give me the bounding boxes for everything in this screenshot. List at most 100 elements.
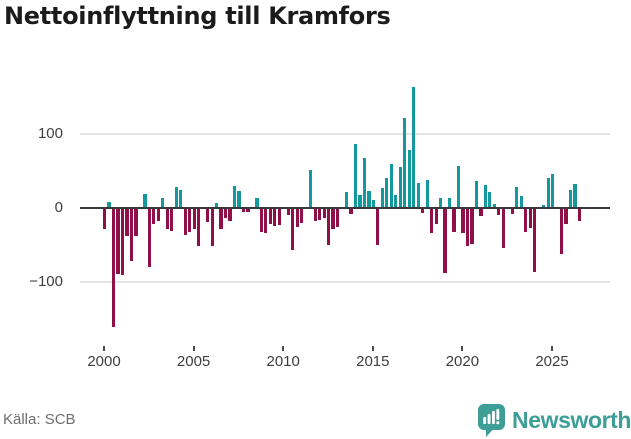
x-tick-label: 2020 — [445, 353, 480, 370]
bar — [125, 208, 129, 237]
bar — [120, 208, 125, 275]
y-gridline — [80, 133, 610, 135]
bar — [300, 208, 304, 223]
chart-title: Nettoinflyttning till Kramfors — [4, 2, 391, 30]
bar — [380, 188, 384, 208]
bar — [559, 208, 564, 254]
bar — [183, 208, 187, 236]
bar — [309, 170, 313, 208]
bar — [143, 193, 147, 208]
bar — [546, 178, 550, 208]
bar — [111, 208, 116, 328]
bar — [327, 208, 331, 245]
bar — [456, 165, 461, 208]
bar — [147, 208, 151, 268]
bar — [335, 208, 340, 227]
bar — [353, 144, 358, 208]
bar — [228, 208, 232, 221]
bar — [577, 208, 582, 221]
bar — [156, 208, 160, 221]
bar — [479, 208, 483, 217]
x-tick-mark — [461, 346, 464, 351]
bar — [246, 208, 250, 212]
bar — [533, 208, 537, 272]
bar — [264, 208, 268, 234]
bar — [421, 208, 425, 214]
bar — [291, 208, 295, 251]
bar — [331, 208, 335, 229]
bar — [188, 208, 192, 232]
bar — [286, 208, 290, 216]
bar — [434, 208, 438, 225]
bar — [524, 208, 528, 232]
newsworthy-logo-icon — [478, 404, 505, 437]
bar — [416, 182, 420, 208]
bar — [103, 208, 107, 229]
x-tick-label: 2000 — [87, 353, 121, 370]
bar — [510, 208, 514, 214]
bar — [447, 198, 452, 208]
bar — [394, 194, 398, 208]
bar — [452, 208, 456, 232]
bar — [219, 208, 223, 229]
bar — [223, 208, 228, 218]
newsworthy-wordmark: Newsworthy — [512, 407, 631, 433]
bar — [389, 164, 393, 208]
bar — [465, 208, 470, 247]
zero-axis-line — [80, 207, 610, 209]
bar — [322, 208, 326, 218]
bar — [443, 208, 447, 274]
bar — [371, 199, 375, 208]
bar — [174, 186, 178, 208]
chart-area: 100 0 −100 2000 2005 2010 2015 2020 2025 — [29, 87, 610, 370]
y-tick-label: 100 — [37, 125, 63, 142]
bar — [268, 208, 272, 225]
bar — [403, 117, 407, 208]
bar — [344, 192, 349, 208]
bar — [497, 208, 501, 215]
bar — [129, 208, 134, 262]
bar — [376, 208, 380, 245]
bar — [425, 179, 429, 208]
bar — [313, 208, 317, 222]
bar — [215, 202, 219, 208]
bar — [192, 208, 196, 230]
bar — [152, 208, 156, 225]
bar — [255, 197, 259, 208]
bar — [116, 208, 120, 274]
bar — [237, 190, 241, 208]
bar — [197, 208, 201, 247]
bar — [165, 208, 169, 230]
bar — [488, 192, 492, 208]
bar — [470, 208, 474, 244]
y-gridline — [80, 281, 610, 283]
bar — [362, 157, 367, 208]
bar — [519, 196, 523, 208]
bar — [412, 87, 416, 208]
bar — [439, 198, 443, 208]
bar — [206, 208, 210, 223]
bar — [259, 208, 263, 232]
x-tick-label: 2005 — [176, 353, 211, 370]
bar — [318, 208, 322, 220]
bar — [107, 202, 111, 208]
bar — [492, 203, 496, 208]
x-tick-mark — [371, 346, 374, 351]
bar — [461, 208, 465, 234]
bar — [210, 208, 214, 247]
bar — [161, 198, 165, 208]
bar — [232, 185, 237, 208]
x-tick-label: 2010 — [266, 353, 300, 370]
bar — [179, 189, 183, 208]
bar — [528, 208, 532, 228]
x-tick-mark — [282, 346, 285, 351]
bar — [564, 208, 568, 224]
x-tick-label: 2015 — [356, 353, 390, 370]
x-tick-mark — [192, 346, 195, 351]
bar — [367, 190, 371, 208]
bar — [241, 208, 246, 212]
bar — [573, 184, 577, 208]
bar — [407, 149, 411, 208]
bar — [134, 208, 138, 237]
